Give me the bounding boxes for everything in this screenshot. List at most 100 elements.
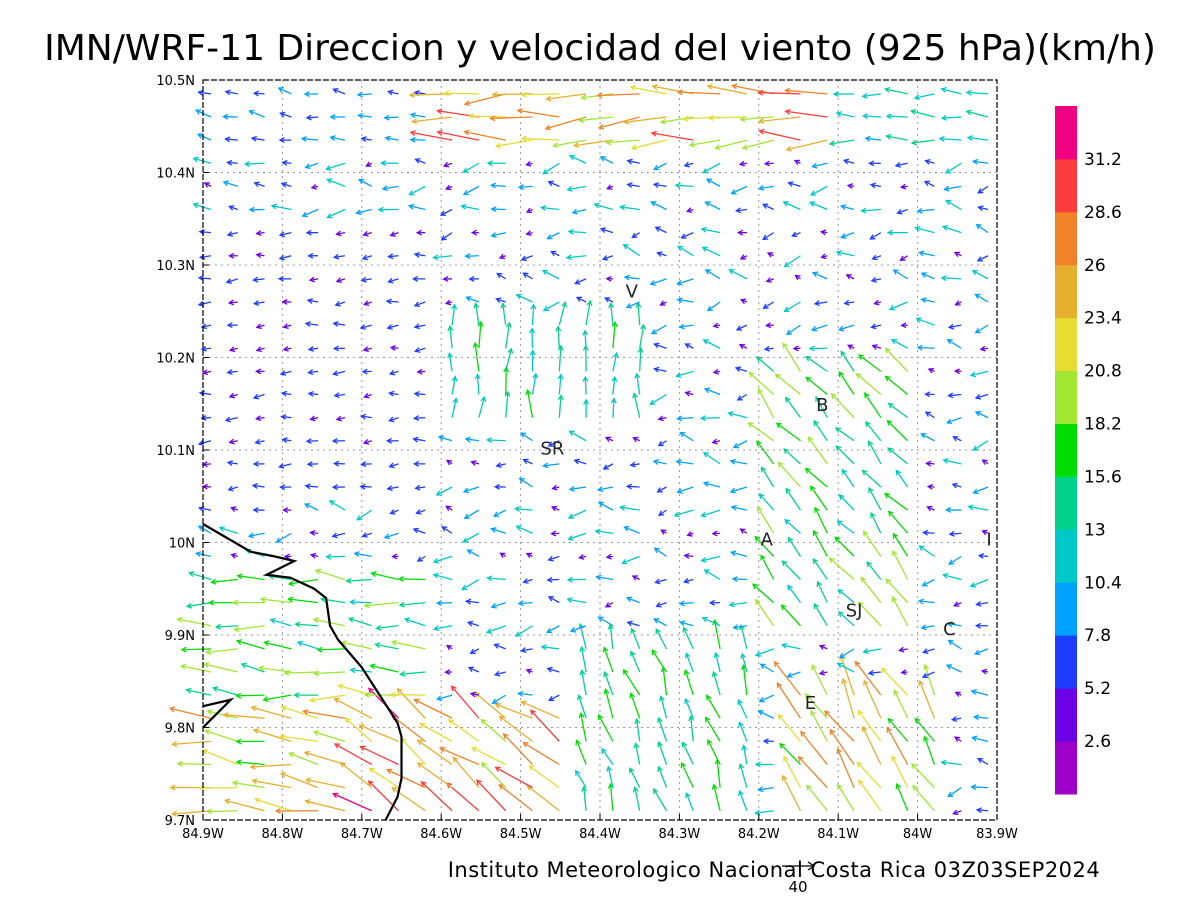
wind-arrow-shaft — [211, 578, 238, 583]
wind-arrow — [943, 185, 962, 192]
wind-arrow-head — [486, 160, 493, 167]
wind-arrow — [836, 662, 855, 673]
wind-arrow — [629, 650, 641, 673]
wind-arrow — [552, 139, 587, 149]
wind-arrow — [711, 670, 721, 696]
wind-arrow-shaft — [227, 370, 238, 374]
wind-arrow — [496, 272, 507, 280]
y-tick-label: 10.4N — [156, 167, 195, 182]
wind-arrow-shaft — [730, 460, 748, 465]
wind-arrow-shaft — [177, 618, 212, 627]
wind-arrow — [775, 422, 801, 442]
wind-arrow-head — [595, 574, 602, 581]
wind-arrow — [654, 226, 667, 234]
wind-arrow — [304, 483, 319, 490]
wind-arrow — [185, 687, 212, 696]
wind-arrow — [926, 505, 935, 512]
wind-arrow-shaft — [198, 301, 212, 306]
wind-arrow-shaft — [891, 756, 909, 788]
wind-arrow-shaft — [518, 692, 533, 696]
wind-arrow-head — [226, 322, 233, 329]
wind-arrow-head — [862, 113, 869, 120]
wind-arrow-shaft — [569, 430, 587, 442]
wind-arrow-head — [681, 741, 688, 748]
wind-arrow-head — [841, 677, 848, 685]
wind-arrow — [838, 648, 855, 659]
wind-arrow-shaft — [282, 392, 292, 396]
wind-arrow-head — [785, 487, 791, 494]
wind-arrow — [197, 525, 212, 534]
wind-arrow — [866, 561, 882, 580]
wind-arrow — [679, 620, 694, 627]
wind-arrow-shaft — [783, 756, 802, 788]
wind-arrow — [862, 648, 881, 655]
wind-arrow-head — [975, 223, 982, 230]
wind-arrow-shaft — [409, 185, 426, 196]
wind-arrow-shaft — [650, 278, 667, 285]
wind-arrow-head — [480, 395, 487, 403]
wind-arrow-shaft — [419, 723, 453, 742]
wind-arrow-head — [757, 786, 764, 793]
wind-arrow — [361, 532, 372, 538]
wind-arrow-head — [800, 730, 806, 737]
wind-arrow-head — [300, 135, 307, 142]
wind-arrow-head — [309, 529, 316, 536]
wind-arrow-shaft — [609, 624, 614, 649]
wind-arrow-head — [828, 140, 835, 147]
wind-arrow-shaft — [236, 694, 265, 697]
wind-arrow-shaft — [575, 770, 587, 788]
wind-arrow-shaft — [350, 601, 372, 604]
wind-arrow-shaft — [653, 618, 667, 627]
wind-arrow — [226, 460, 238, 467]
wind-arrow-head — [946, 338, 953, 345]
wind-arrow — [837, 611, 855, 627]
wind-arrow-head — [846, 183, 854, 190]
wind-arrow — [914, 717, 935, 742]
wind-arrow-shaft — [516, 294, 533, 303]
wind-arrow-head — [651, 84, 658, 90]
wind-arrow-shaft — [219, 527, 238, 534]
wind-arrow-head — [397, 575, 404, 582]
wind-arrow — [438, 747, 480, 766]
wind-arrow-head — [707, 738, 713, 746]
wind-arrow — [870, 512, 882, 534]
wind-arrow-head — [379, 160, 387, 167]
wind-arrow-head — [494, 703, 501, 709]
wind-arrow-shaft — [703, 452, 721, 465]
wind-arrow — [650, 324, 667, 335]
wind-arrow — [652, 182, 667, 188]
wind-arrow — [198, 785, 238, 792]
wind-arrow — [224, 416, 238, 423]
wind-arrow — [855, 372, 882, 395]
wind-arrow-shaft — [466, 296, 480, 303]
wind-arrow-head — [735, 325, 743, 331]
wind-arrow — [892, 549, 909, 580]
wind-arrow — [940, 275, 962, 282]
wind-arrow — [379, 160, 399, 167]
wind-arrow-shaft — [953, 436, 962, 442]
wind-arrow-head — [861, 725, 868, 732]
wind-arrow-head — [176, 760, 183, 767]
wind-arrow-head — [971, 158, 979, 165]
wind-arrow-head — [466, 620, 474, 627]
wind-arrow-shaft — [842, 678, 855, 719]
wind-arrow-shaft — [785, 110, 828, 118]
wind-arrow — [747, 422, 775, 442]
wind-arrow — [233, 625, 265, 633]
wind-arrow-shaft — [609, 783, 614, 811]
wind-arrow — [809, 485, 828, 511]
wind-arrow-head — [824, 710, 830, 717]
wind-arrow-shaft — [782, 343, 802, 372]
y-tick-label: 10.3N — [156, 259, 195, 274]
wind-arrow — [607, 782, 614, 811]
wind-arrow-head — [469, 691, 477, 698]
wind-arrow-shaft — [787, 671, 801, 678]
wind-arrow-shaft — [843, 159, 855, 164]
wind-arrow-shaft — [911, 763, 935, 789]
wind-arrow — [386, 324, 399, 330]
wind-arrow-head — [832, 91, 839, 98]
wind-arrow — [328, 500, 346, 511]
wind-arrow-head — [953, 368, 961, 375]
wind-arrow-shaft — [433, 555, 453, 563]
wind-arrow — [754, 598, 775, 627]
